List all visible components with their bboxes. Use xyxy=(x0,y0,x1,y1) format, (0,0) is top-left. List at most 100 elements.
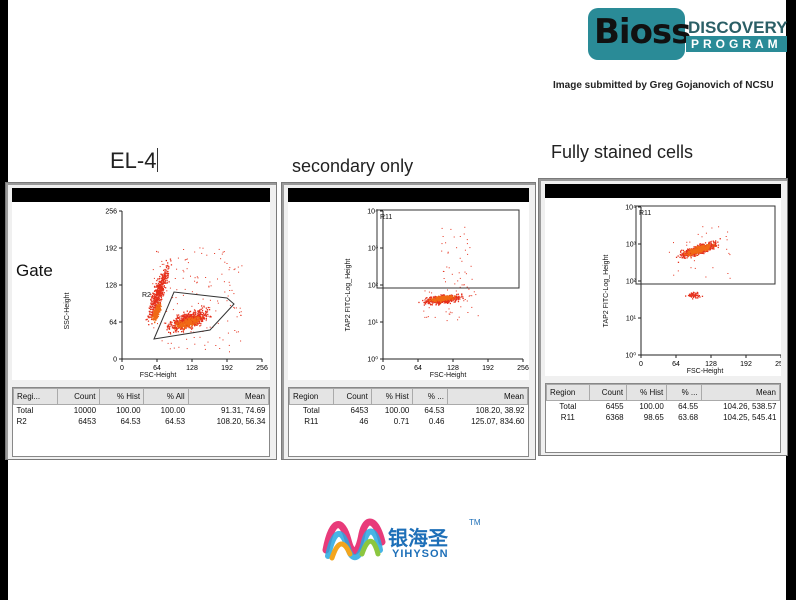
event-dot xyxy=(690,251,692,253)
region-r11-rect[interactable] xyxy=(635,205,776,285)
event-dot xyxy=(457,293,459,295)
event-dot xyxy=(176,315,178,317)
event-dot xyxy=(163,285,165,287)
event-dot xyxy=(696,291,698,294)
event-dot xyxy=(205,320,207,322)
region-r2-polygon[interactable] xyxy=(153,291,235,340)
event-dot xyxy=(196,320,198,322)
event-dot xyxy=(167,342,169,344)
event-dot xyxy=(441,301,443,303)
event-dot xyxy=(205,315,207,317)
event-dot xyxy=(199,316,201,318)
event-dot xyxy=(185,313,187,316)
event-dot xyxy=(429,303,432,305)
event-dot xyxy=(171,324,173,326)
event-dot xyxy=(193,309,196,311)
event-dot xyxy=(160,292,162,295)
brand-english-name: YIHYSON xyxy=(392,548,449,560)
event-dot xyxy=(439,298,441,300)
event-dot xyxy=(173,325,175,327)
event-dot xyxy=(156,279,158,282)
scatter-plot-area: 0 64 128 192 256 10⁰ 10¹ 10² 10³ 10⁴ R11 TAP2 FIT… xyxy=(288,202,529,380)
event-dot xyxy=(155,306,157,308)
event-dot xyxy=(695,293,697,295)
event-dot xyxy=(152,300,154,302)
event-dot xyxy=(428,299,431,301)
event-dot xyxy=(157,298,159,301)
event-dot xyxy=(153,298,155,300)
event-dot xyxy=(161,260,163,262)
col-header[interactable]: % All xyxy=(143,388,189,405)
event-dot xyxy=(725,236,727,237)
event-dot xyxy=(148,316,150,318)
col-header[interactable]: Count xyxy=(332,388,372,405)
event-dot xyxy=(153,319,155,321)
event-dot xyxy=(445,300,447,302)
event-dot xyxy=(696,245,699,247)
event-dot xyxy=(192,323,194,325)
region-r11-rect[interactable] xyxy=(376,209,520,289)
event-dot xyxy=(451,298,453,301)
event-dot xyxy=(152,302,154,304)
event-dot xyxy=(209,281,211,283)
event-dot xyxy=(183,316,185,318)
col-header[interactable]: % ... xyxy=(666,384,702,401)
event-dot xyxy=(702,247,704,249)
event-dot xyxy=(702,248,705,250)
event-dot xyxy=(185,314,187,316)
col-header[interactable]: % Hist xyxy=(98,388,145,405)
event-dot xyxy=(690,293,692,295)
event-dot xyxy=(692,293,694,295)
scatter-plot: 0 64 128 192 256 10⁰ 10¹ 10² 10³ 10⁴ R11 TAP2 FIT… xyxy=(345,209,529,380)
event-dot xyxy=(150,304,152,306)
event-dot xyxy=(432,298,434,300)
event-dot xyxy=(705,276,707,278)
col-header[interactable]: Count xyxy=(57,388,100,405)
event-dot xyxy=(159,295,162,297)
event-dot xyxy=(458,272,460,274)
event-dot xyxy=(160,282,162,284)
event-dot xyxy=(684,252,687,255)
event-dot xyxy=(229,304,231,306)
event-dot xyxy=(180,328,182,330)
col-header[interactable]: % ... xyxy=(411,388,448,405)
event-dot xyxy=(170,323,172,326)
event-dot xyxy=(186,315,188,317)
event-dot xyxy=(182,294,184,296)
event-dot xyxy=(196,276,198,278)
col-header[interactable]: Mean xyxy=(700,384,781,401)
col-header[interactable]: % Hist xyxy=(626,384,668,401)
col-header[interactable]: Regi... xyxy=(12,388,59,405)
col-header[interactable]: Region xyxy=(546,384,590,401)
event-dot xyxy=(162,290,164,292)
event-dot xyxy=(217,278,218,280)
event-dot xyxy=(158,307,160,309)
y-tick-label: 10³ xyxy=(626,242,637,249)
event-dot xyxy=(190,315,192,317)
event-dot xyxy=(165,287,167,289)
event-dot xyxy=(688,293,691,295)
event-dot xyxy=(196,318,197,320)
col-header[interactable]: Mean xyxy=(187,388,270,405)
event-dot xyxy=(185,259,187,260)
event-dot xyxy=(181,322,183,324)
event-dot xyxy=(160,290,162,292)
event-dot xyxy=(167,273,170,275)
event-dot xyxy=(709,248,711,250)
table-row: R11 46 0.71 0.46 125.07, 834.60 xyxy=(290,416,528,427)
event-dot xyxy=(189,323,191,325)
col-header[interactable]: Region xyxy=(289,388,334,405)
event-dot xyxy=(165,272,167,274)
event-dot xyxy=(163,278,166,281)
event-dot xyxy=(177,321,179,323)
col-header[interactable]: % Hist xyxy=(370,388,413,405)
event-dot xyxy=(197,310,199,312)
event-dot xyxy=(195,318,198,321)
col-header[interactable]: Count xyxy=(588,384,628,401)
col-header[interactable]: Mean xyxy=(446,388,529,405)
event-dot xyxy=(455,298,457,300)
event-dot xyxy=(459,298,461,300)
image-credit: Image submitted by Greg Gojanovich of NC… xyxy=(553,80,774,91)
event-dot xyxy=(153,327,155,329)
event-dot xyxy=(471,278,473,280)
